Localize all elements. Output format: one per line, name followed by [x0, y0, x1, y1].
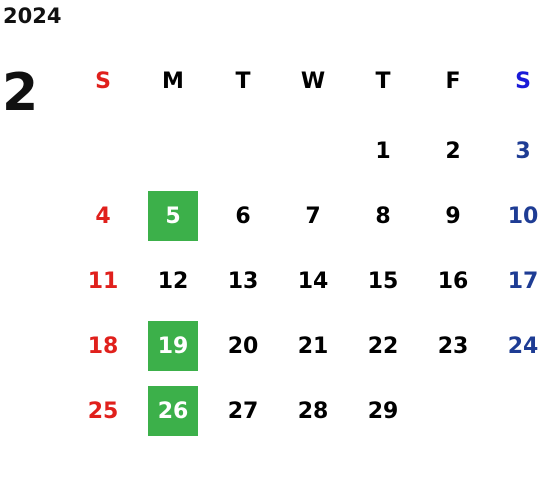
day: 22: [367, 333, 399, 359]
weekday-header: W: [300, 68, 326, 94]
day: 21: [297, 333, 329, 359]
weekday-header: S: [95, 68, 111, 94]
day: 10: [507, 203, 539, 229]
weekday-header: T: [235, 68, 251, 94]
day: 13: [227, 268, 259, 294]
year: 2024: [3, 4, 62, 28]
day: 5: [148, 191, 198, 241]
day: 15: [367, 268, 399, 294]
day: 9: [445, 203, 461, 229]
day: 11: [87, 268, 119, 294]
day: 12: [157, 268, 189, 294]
day: 3: [515, 138, 531, 164]
day: 25: [87, 398, 119, 424]
day: 28: [297, 398, 329, 424]
day: 24: [507, 333, 539, 359]
day: 7: [305, 203, 321, 229]
weekday-header: S: [515, 68, 531, 94]
weekday-header: M: [162, 68, 184, 94]
day: 2: [445, 138, 461, 164]
day: 4: [95, 203, 111, 229]
day: 1: [375, 138, 391, 164]
day: 20: [227, 333, 259, 359]
weekday-header: T: [375, 68, 391, 94]
day: 26: [148, 386, 198, 436]
day: 29: [367, 398, 399, 424]
day: 6: [235, 203, 251, 229]
month: 2: [2, 63, 39, 123]
day: 14: [297, 268, 329, 294]
day: 23: [437, 333, 469, 359]
day: 27: [227, 398, 259, 424]
day: 18: [87, 333, 119, 359]
day: 8: [375, 203, 391, 229]
day: 17: [507, 268, 539, 294]
day: 19: [148, 321, 198, 371]
day: 16: [437, 268, 469, 294]
weekday-header: F: [445, 68, 461, 94]
